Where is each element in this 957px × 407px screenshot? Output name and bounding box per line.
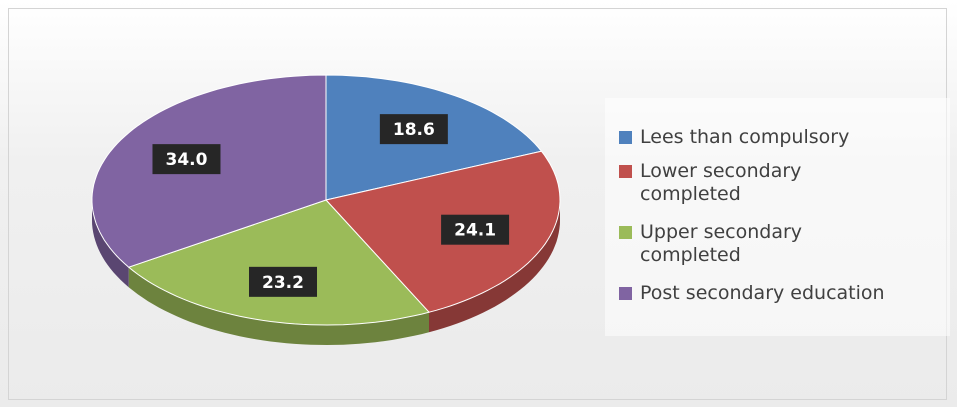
data-label-box bbox=[249, 266, 318, 297]
data-label-text: 18.6 bbox=[393, 120, 435, 140]
data-label: 24.1 bbox=[441, 214, 510, 245]
legend-label: Lower secondary completed bbox=[640, 160, 802, 205]
legend-item: Lower secondary completed bbox=[619, 160, 859, 206]
slice-side bbox=[429, 200, 560, 333]
slice-side bbox=[128, 267, 429, 345]
legend-label: Lees than compulsory bbox=[640, 126, 850, 148]
data-label-text: 23.2 bbox=[262, 273, 304, 293]
legend-label: Post secondary education bbox=[640, 282, 885, 304]
data-label: 18.6 bbox=[379, 114, 448, 145]
data-label-text: 34.0 bbox=[166, 150, 208, 170]
legend-item: Upper secondary completed bbox=[619, 221, 859, 267]
data-label-box bbox=[441, 214, 510, 245]
pie-slice bbox=[127, 199, 430, 326]
legend-swatch bbox=[619, 131, 632, 144]
legend-swatch bbox=[619, 165, 632, 178]
data-label: 23.2 bbox=[249, 266, 318, 297]
data-label: 34.0 bbox=[152, 144, 221, 175]
data-label-box bbox=[152, 144, 221, 175]
legend-item: Post secondary education bbox=[619, 282, 885, 305]
data-label-box bbox=[379, 114, 448, 145]
data-label-text: 24.1 bbox=[454, 221, 496, 241]
legend-item: Lees than compulsory bbox=[619, 126, 849, 149]
legend-swatch bbox=[619, 287, 632, 300]
legend: Lees than compulsory Lower secondary comp… bbox=[605, 98, 950, 336]
slice-side bbox=[92, 200, 129, 288]
legend-label: Upper secondary completed bbox=[640, 221, 803, 266]
legend-swatch bbox=[619, 226, 632, 239]
